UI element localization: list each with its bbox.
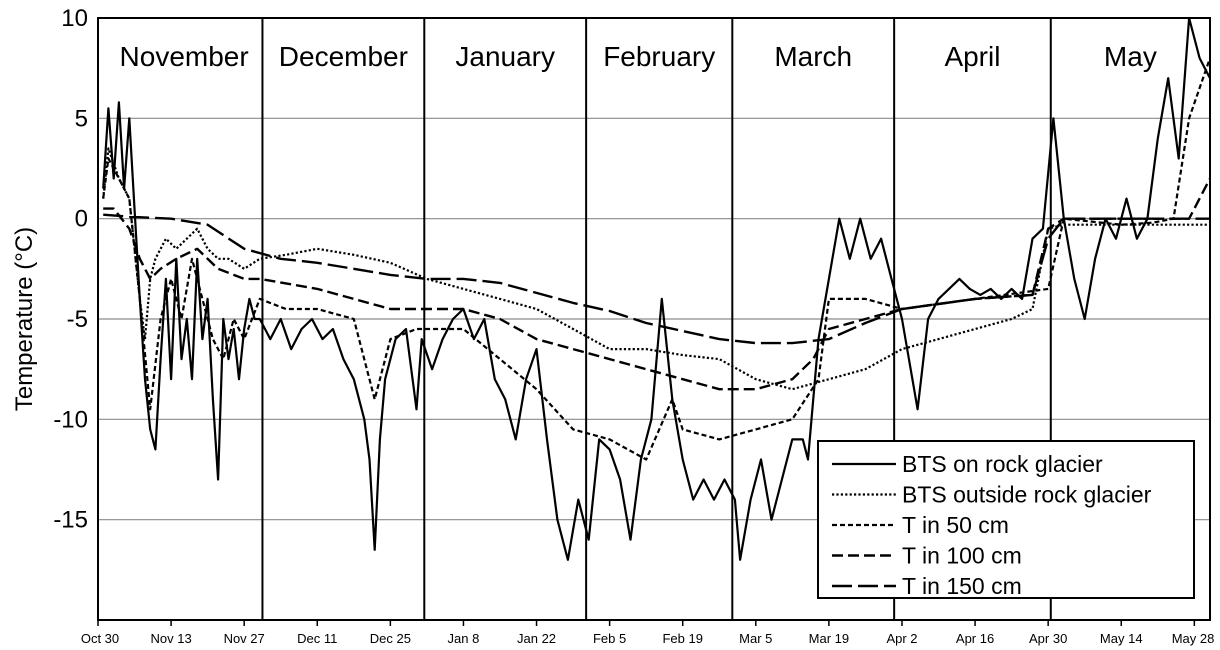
series-line-2 [102, 147, 1210, 391]
x-tick-label: Jan 8 [448, 631, 480, 646]
month-label: November [120, 41, 249, 72]
month-layer: November December January February March Apri… [120, 18, 1157, 620]
x-tick-label: Mar 5 [739, 631, 772, 646]
x-tick-label: May 14 [1100, 631, 1143, 646]
axes-layer: 10 5 0 -5 -10 -15 Temperature (°C) Oct 30 Nov 13… [11, 5, 1214, 646]
x-tick-label: May 28 [1172, 631, 1215, 646]
series-line-5 [103, 213, 1210, 345]
plot-frame [97, 17, 1211, 621]
legend-label: T in 50 cm [902, 512, 1009, 538]
legend: BTS on rock glacier BTS outside rock glac… [817, 440, 1195, 599]
x-tick-label: Apr 16 [956, 631, 994, 646]
y-axis-title: Temperature (°C) [11, 227, 38, 411]
x-tick-label: Feb 5 [593, 631, 626, 646]
y-tick-label: -15 [53, 507, 88, 534]
legend-label: BTS outside rock glacier [902, 482, 1152, 508]
x-tick-label: Nov 13 [150, 631, 191, 646]
x-tick-label: Jan 22 [517, 631, 556, 646]
x-tick-label: Dec 11 [297, 631, 337, 646]
legend-label: BTS on rock glacier [902, 451, 1103, 477]
x-tick-label: Mar 19 [809, 631, 849, 646]
month-label: December [279, 41, 408, 72]
x-tick-label: Feb 19 [662, 631, 702, 646]
month-label: May [1104, 41, 1157, 72]
month-label: February [603, 41, 715, 72]
month-label: January [455, 41, 555, 72]
x-tick-label: Apr 2 [886, 631, 917, 646]
y-tick-label: 0 [75, 206, 88, 233]
x-tick-label: Nov 27 [224, 631, 265, 646]
month-label: April [944, 41, 1000, 72]
series-line-1 [102, 16, 1211, 561]
y-tick-label: 5 [75, 105, 88, 132]
legend-label: T in 150 cm [902, 573, 1022, 599]
series-line-4 [103, 177, 1212, 391]
x-tick-label: Oct 30 [81, 631, 119, 646]
legend-label: T in 100 cm [902, 543, 1022, 569]
x-tick-label: Apr 30 [1029, 631, 1067, 646]
y-tick-label: -5 [67, 306, 88, 333]
x-tick-label: Dec 25 [370, 631, 411, 646]
legend-box [817, 440, 1195, 599]
y-tick-label: 10 [61, 5, 88, 32]
series-layer [102, 16, 1212, 561]
y-tick-label: -10 [53, 406, 88, 433]
month-label: March [774, 41, 852, 72]
